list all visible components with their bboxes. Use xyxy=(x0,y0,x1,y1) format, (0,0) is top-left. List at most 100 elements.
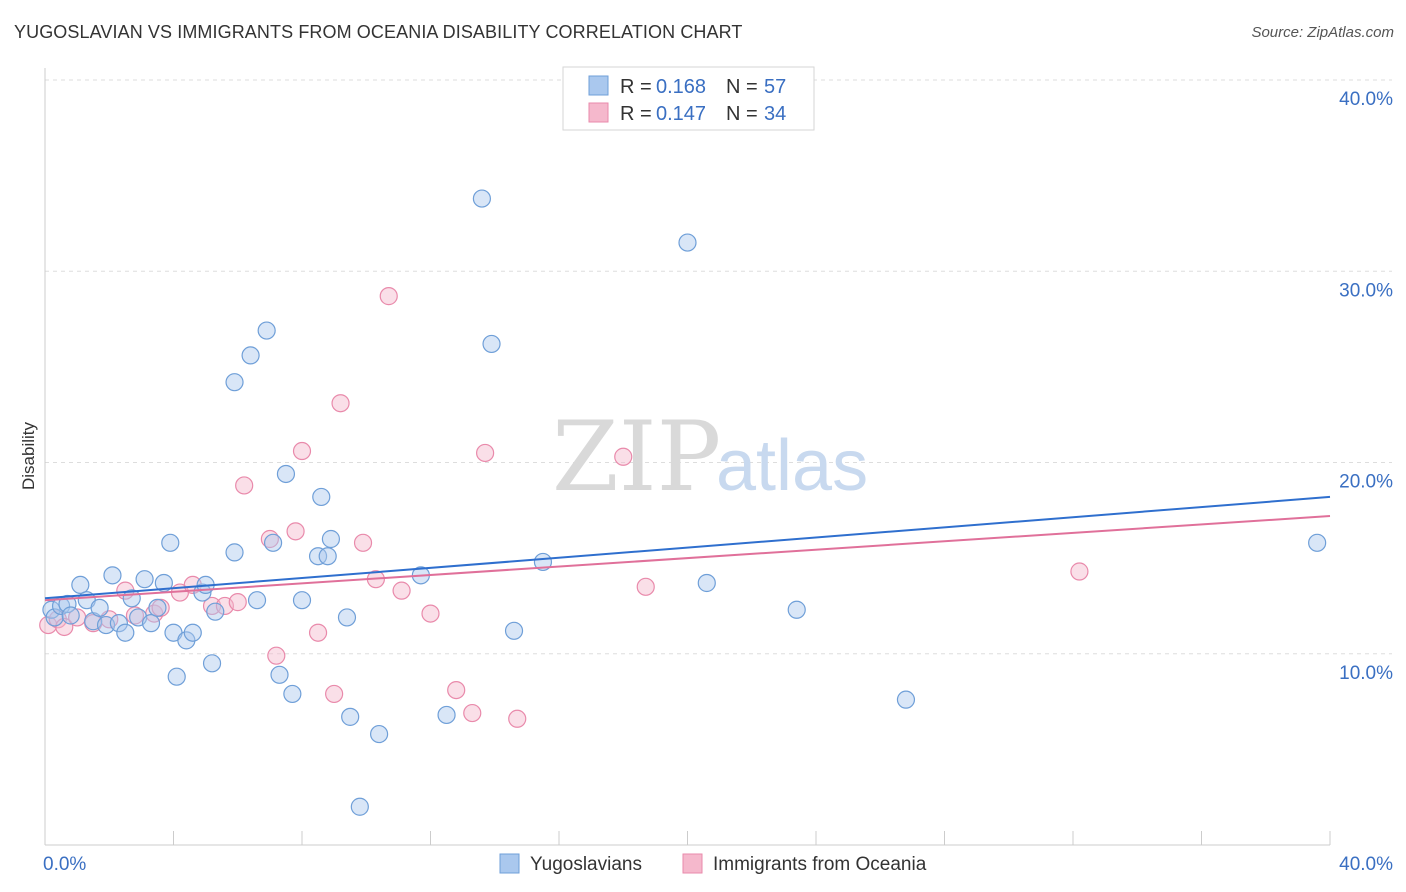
point-immigrants-from-oceania xyxy=(267,646,286,665)
point-immigrants-from-oceania xyxy=(292,441,312,461)
point-immigrants-from-oceania xyxy=(286,522,305,541)
point-immigrants-from-oceania xyxy=(331,394,350,413)
y-tick-label: 20.0% xyxy=(1339,472,1393,493)
point-yugoslavians xyxy=(202,654,222,673)
point-immigrants-from-oceania xyxy=(228,593,247,612)
point-yugoslavians xyxy=(482,334,501,354)
point-yugoslavians xyxy=(504,621,524,640)
legend-r-value-1: 0.168 xyxy=(656,76,706,98)
point-yugoslavians xyxy=(183,623,202,642)
point-immigrants-from-oceania xyxy=(183,575,202,595)
point-immigrants-from-oceania xyxy=(392,581,411,600)
y-axis-title: Disability xyxy=(19,421,38,490)
legend-r-label-1: R = xyxy=(620,76,652,98)
point-yugoslavians xyxy=(141,614,161,633)
point-immigrants-from-oceania xyxy=(508,709,527,728)
trend-line-yugoslavians xyxy=(44,495,1331,600)
point-yugoslavians xyxy=(678,233,697,252)
point-yugoslavians xyxy=(161,533,180,552)
point-yugoslavians xyxy=(116,623,135,642)
trend-line-immigrants-from-oceania xyxy=(44,515,1331,602)
watermark-zip: ZIP xyxy=(552,401,721,513)
point-immigrants-from-oceania xyxy=(421,604,440,623)
point-yugoslavians xyxy=(103,566,122,585)
point-yugoslavians xyxy=(167,667,186,686)
point-yugoslavians xyxy=(697,573,716,593)
point-yugoslavians xyxy=(225,373,244,392)
point-yugoslavians xyxy=(896,690,916,709)
legend-r-label-2: R = xyxy=(620,103,652,125)
legend-swatch-blue xyxy=(588,75,609,96)
bottom-legend-label-oceania: Immigrants from Oceania xyxy=(713,854,927,875)
legend-n-label-2: N = xyxy=(726,103,758,125)
point-yugoslavians xyxy=(206,602,225,621)
bottom-legend-label-yugoslavians: Yugoslavians xyxy=(530,854,642,875)
point-yugoslavians xyxy=(109,614,128,633)
watermark-atlas: atlas xyxy=(716,426,868,506)
point-yugoslavians xyxy=(241,346,260,365)
bottom-legend: Yugoslavians Immigrants from Oceania xyxy=(499,853,927,875)
point-yugoslavians xyxy=(308,547,328,566)
point-immigrants-from-oceania xyxy=(125,606,145,625)
point-yugoslavians xyxy=(263,533,283,552)
point-yugoslavians xyxy=(337,608,357,627)
legend-r-value-2: 0.147 xyxy=(656,103,706,125)
point-yugoslavians xyxy=(292,591,312,610)
legend-n-label-1: N = xyxy=(726,76,758,98)
point-immigrants-from-oceania xyxy=(325,684,344,704)
point-yugoslavians xyxy=(90,598,109,617)
source-label: Source: ZipAtlas.com xyxy=(1251,24,1394,41)
legend-swatch-pink xyxy=(588,102,609,123)
point-yugoslavians xyxy=(61,606,80,625)
grid-lines xyxy=(45,79,1392,655)
point-immigrants-from-oceania xyxy=(55,617,74,637)
point-yugoslavians xyxy=(148,598,167,617)
point-yugoslavians xyxy=(270,665,289,684)
axes xyxy=(44,68,1331,846)
point-yugoslavians xyxy=(318,547,337,566)
bottom-legend-swatch-pink xyxy=(682,853,703,874)
x-tick-label: 40.0% xyxy=(1339,854,1393,875)
point-yugoslavians xyxy=(283,684,302,704)
legend-box: R = 0.168 N = 57 R = 0.147 N = 34 xyxy=(562,66,815,131)
point-yugoslavians xyxy=(71,575,90,595)
legend-n-value-1: 57 xyxy=(764,76,786,98)
point-yugoslavians xyxy=(1308,533,1327,552)
point-immigrants-from-oceania xyxy=(447,680,466,700)
point-immigrants-from-oceania xyxy=(353,533,373,552)
point-yugoslavians xyxy=(472,189,491,208)
legend-n-value-2: 34 xyxy=(764,103,786,125)
point-yugoslavians xyxy=(437,705,456,725)
series-yugoslavians-points xyxy=(42,189,1327,816)
y-tick-label: 30.0% xyxy=(1339,280,1393,301)
point-immigrants-from-oceania xyxy=(1070,562,1089,581)
bottom-legend-swatch-blue xyxy=(499,853,520,874)
tick-labels: 10.0% 20.0% 30.0% 40.0% 0.0% 40.0% xyxy=(43,89,1393,875)
point-yugoslavians xyxy=(225,543,244,562)
chart-title: YUGOSLAVIAN VS IMMIGRANTS FROM OCEANIA D… xyxy=(14,22,743,42)
point-yugoslavians xyxy=(341,707,360,726)
point-immigrants-from-oceania xyxy=(636,577,655,596)
point-yugoslavians xyxy=(312,487,331,507)
y-tick-label: 40.0% xyxy=(1339,89,1393,110)
point-immigrants-from-oceania xyxy=(202,596,222,616)
point-immigrants-from-oceania xyxy=(308,623,328,642)
point-yugoslavians xyxy=(247,591,267,610)
point-yugoslavians xyxy=(45,608,64,627)
point-yugoslavians xyxy=(321,529,341,549)
trend-lines xyxy=(44,495,1331,602)
y-tick-label: 10.0% xyxy=(1339,663,1393,684)
series-immigrants-points xyxy=(39,287,1089,728)
point-immigrants-from-oceania xyxy=(463,703,482,723)
point-yugoslavians xyxy=(370,724,389,744)
point-yugoslavians xyxy=(257,321,276,340)
point-yugoslavians xyxy=(276,464,296,484)
point-immigrants-from-oceania xyxy=(235,476,254,495)
watermark: ZIP atlas xyxy=(552,401,868,513)
point-immigrants-from-oceania xyxy=(614,447,633,466)
point-immigrants-from-oceania xyxy=(476,443,495,463)
point-yugoslavians xyxy=(350,797,369,816)
point-yugoslavians xyxy=(135,570,154,589)
point-yugoslavians xyxy=(787,600,806,619)
